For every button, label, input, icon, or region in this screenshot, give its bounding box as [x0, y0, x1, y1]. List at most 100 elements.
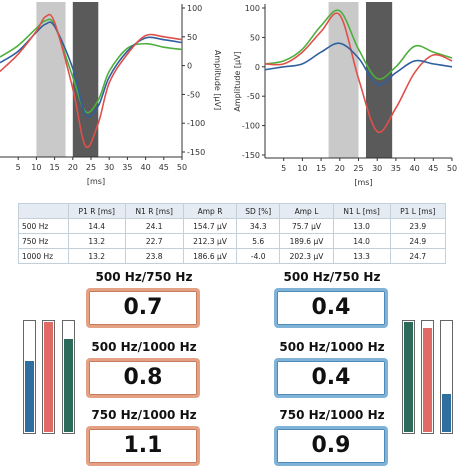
table-cell: 5.6 [236, 233, 281, 249]
ratio-value: 0.8 [86, 358, 200, 398]
y-tick-label: -100 [242, 122, 260, 131]
x-tick-label: 20 [335, 164, 345, 173]
table-cell: 14.4 [67, 218, 126, 234]
header-cell: Amp R [182, 203, 238, 219]
ratio-value: 1.1 [86, 426, 200, 466]
y-tick-label: -100 [187, 119, 205, 128]
table-row: 750 Hz 13.2 22.7 212.3 µV 5.6 189.6 µV 14.0 24.… [18, 233, 447, 249]
ratio-title: 500 Hz/1000 Hz [91, 340, 197, 354]
x-tick-label: 40 [410, 164, 420, 173]
x-tick-label: 25 [86, 163, 96, 172]
x-tick-label: 30 [104, 163, 114, 172]
meter [23, 320, 36, 434]
table-cell: 23.8 [124, 248, 184, 264]
time-window [328, 2, 359, 158]
x-tick-label: 20 [68, 163, 78, 172]
x-tick-label: 10 [31, 163, 41, 172]
table-cell: 23.9 [389, 218, 447, 234]
waveform [264, 42, 453, 86]
y-axis-label: Amplitude [µV] [233, 51, 242, 111]
header-row: P1 R [ms] N1 R [ms] Amp R SD [%] Amp L N1 L [… [18, 203, 447, 219]
meter-fill [44, 322, 53, 432]
y-tick-label: 50 [250, 33, 260, 42]
x-tick-label: 35 [122, 163, 132, 172]
table-cell: 189.6 µV [279, 233, 334, 249]
ratio-title: 500 Hz/750 Hz [283, 270, 381, 284]
y-tick-label: 0 [187, 62, 192, 71]
x-tick-label: 40 [141, 163, 151, 172]
meter [440, 320, 453, 434]
table-cell: 24.9 [389, 233, 447, 249]
meter-fill [25, 360, 34, 432]
x-tick-label: 10 [297, 164, 307, 173]
y-tick-label: 50 [187, 33, 197, 42]
table-cell: -4.0 [236, 248, 281, 264]
table-cell: 75.7 µV [279, 218, 334, 234]
table-cell: 186.6 µV [182, 248, 238, 264]
charts: 5 10 15 20 25 30 35 40 45 50100500-50-100-150[ms]… [0, 2, 457, 187]
meter [42, 320, 55, 434]
table-cell: 13.2 [67, 248, 126, 264]
meter-fill [423, 327, 432, 432]
table-cell: 154.7 µV [182, 218, 238, 234]
ratio-value: 0.9 [274, 426, 388, 466]
y-tick-label: 100 [187, 4, 202, 13]
x-tick-label: 15 [50, 163, 60, 172]
header-cell: Amp L [279, 203, 334, 219]
table-cell: 24.7 [389, 248, 447, 264]
ratio-title: 500 Hz/1000 Hz [279, 340, 385, 354]
table-cell: 500 Hz [18, 218, 69, 234]
x-tick-label: 50 [447, 164, 457, 173]
table-cell: 202.3 µV [279, 248, 334, 264]
table-cell: 13.2 [67, 233, 126, 249]
meter [402, 320, 415, 434]
waveform [264, 12, 453, 134]
header-cell: SD [%] [236, 203, 281, 219]
waveform [0, 18, 183, 114]
y-tick-label: -50 [187, 90, 200, 99]
header-cell: N1 R [ms] [124, 203, 184, 219]
x-axis-label: [ms] [354, 178, 372, 187]
table-cell: 14.0 [332, 233, 391, 249]
table-cell: 13.3 [332, 248, 391, 264]
header-cell: N1 L [ms] [332, 203, 391, 219]
x-tick-label: 5 [16, 163, 21, 172]
ratio-title: 750 Hz/1000 Hz [279, 408, 385, 422]
x-tick-label: 5 [281, 164, 286, 173]
meter [421, 320, 434, 434]
meter [62, 320, 75, 434]
waveform [264, 9, 453, 80]
y-tick-label: 0 [255, 63, 260, 72]
y-axis-label: Amplitude [µV] [213, 50, 222, 110]
meter-fill [64, 338, 73, 432]
table-cell: 22.7 [124, 233, 184, 249]
table-row: 1000 Hz 13.2 23.8 186.6 µV -4.0 202.3 µV 13.3 2… [18, 248, 447, 264]
x-axis-label: [ms] [87, 177, 105, 186]
y-tick-label: 100 [245, 4, 260, 13]
table-cell: 24.1 [124, 218, 184, 234]
x-tick-label: 25 [353, 164, 363, 173]
table-row: 500 Hz 14.4 24.1 154.7 µV 34.3 75.7 µV 13.0 23.… [18, 218, 447, 234]
x-tick-label: 50 [177, 163, 187, 172]
results-table: P1 R [ms] N1 R [ms] Amp R SD [%] Amp L N1 L [… [18, 203, 447, 264]
header-cell: P1 R [ms] [67, 203, 126, 219]
ratio-title: 500 Hz/750 Hz [95, 270, 193, 284]
header-cell [18, 203, 69, 219]
x-tick-label: 35 [391, 164, 401, 173]
meter-fill [442, 393, 451, 432]
table-cell: 13.0 [332, 218, 391, 234]
ratio-value: 0.4 [274, 358, 388, 398]
x-tick-label: 15 [316, 164, 326, 173]
table-cell: 34.3 [236, 218, 281, 234]
x-tick-label: 45 [428, 164, 438, 173]
x-tick-label: 45 [159, 163, 169, 172]
y-tick-label: -150 [187, 148, 205, 157]
table-cell: 750 Hz [18, 233, 69, 249]
table-cell: 1000 Hz [18, 248, 69, 264]
header-cell: P1 L [ms] [389, 203, 447, 219]
y-tick-label: -150 [242, 151, 260, 160]
meter-fill [404, 322, 413, 432]
x-tick-label: 30 [372, 164, 382, 173]
ratio-value: 0.4 [274, 288, 388, 328]
